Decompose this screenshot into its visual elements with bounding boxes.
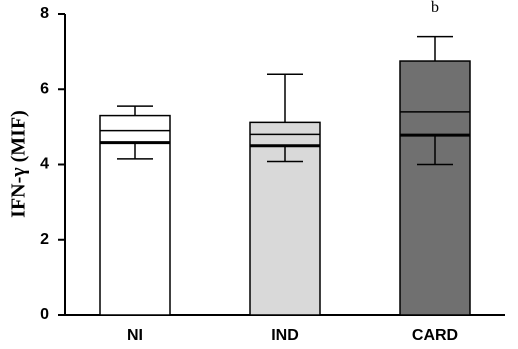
y-tick-label: 8 xyxy=(40,5,49,22)
x-tick-label: CARD xyxy=(412,327,458,344)
x-tick-label: IND xyxy=(271,327,299,344)
y-axis-label: IFN-γ (MIF) xyxy=(8,110,30,218)
y-tick-label: 6 xyxy=(40,80,49,97)
x-tick-label: NI xyxy=(127,327,143,344)
annotation: b xyxy=(431,0,439,16)
bar xyxy=(249,121,321,316)
bar xyxy=(399,60,471,316)
y-tick-label: 4 xyxy=(40,156,49,173)
y-tick-label: 0 xyxy=(40,306,49,323)
y-tick-label: 2 xyxy=(40,231,49,248)
